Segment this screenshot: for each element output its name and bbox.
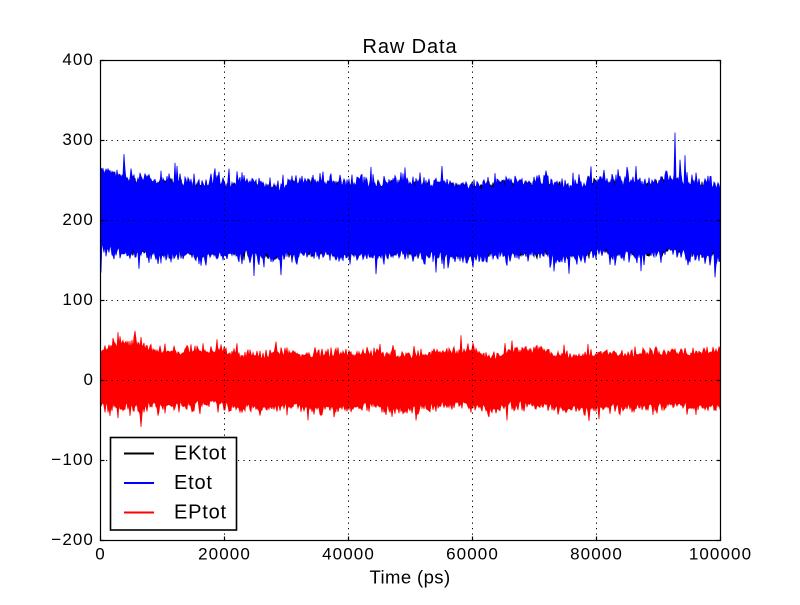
svg-text:Raw Data: Raw Data	[362, 36, 457, 58]
svg-text:−200: −200	[51, 530, 94, 549]
svg-text:Etot: Etot	[174, 472, 213, 494]
svg-text:0: 0	[95, 545, 106, 564]
svg-text:60000: 60000	[446, 545, 499, 564]
svg-text:EKtot: EKtot	[174, 443, 227, 465]
svg-text:20000: 20000	[198, 545, 251, 564]
svg-text:40000: 40000	[322, 545, 375, 564]
svg-text:0: 0	[83, 370, 94, 389]
svg-text:−100: −100	[51, 450, 94, 469]
svg-text:Time (ps): Time (ps)	[369, 567, 450, 588]
svg-text:200: 200	[62, 210, 94, 229]
svg-text:300: 300	[62, 130, 94, 149]
svg-text:EPtot: EPtot	[174, 502, 227, 524]
svg-text:100: 100	[62, 290, 94, 309]
svg-text:100000: 100000	[689, 545, 752, 564]
svg-text:80000: 80000	[570, 545, 623, 564]
svg-text:400: 400	[62, 50, 94, 69]
